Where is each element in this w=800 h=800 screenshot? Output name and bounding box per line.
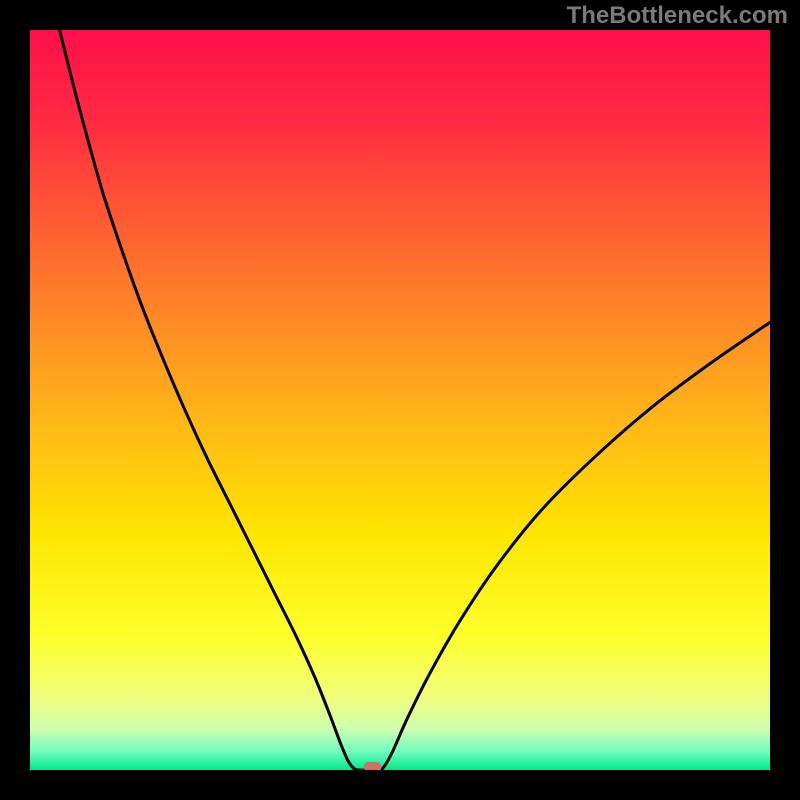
optimum-marker	[364, 762, 382, 770]
chart-container: TheBottleneck.com	[0, 0, 800, 800]
plot-area	[30, 30, 770, 770]
watermark-text: TheBottleneck.com	[567, 2, 788, 30]
plot-svg	[30, 30, 770, 770]
